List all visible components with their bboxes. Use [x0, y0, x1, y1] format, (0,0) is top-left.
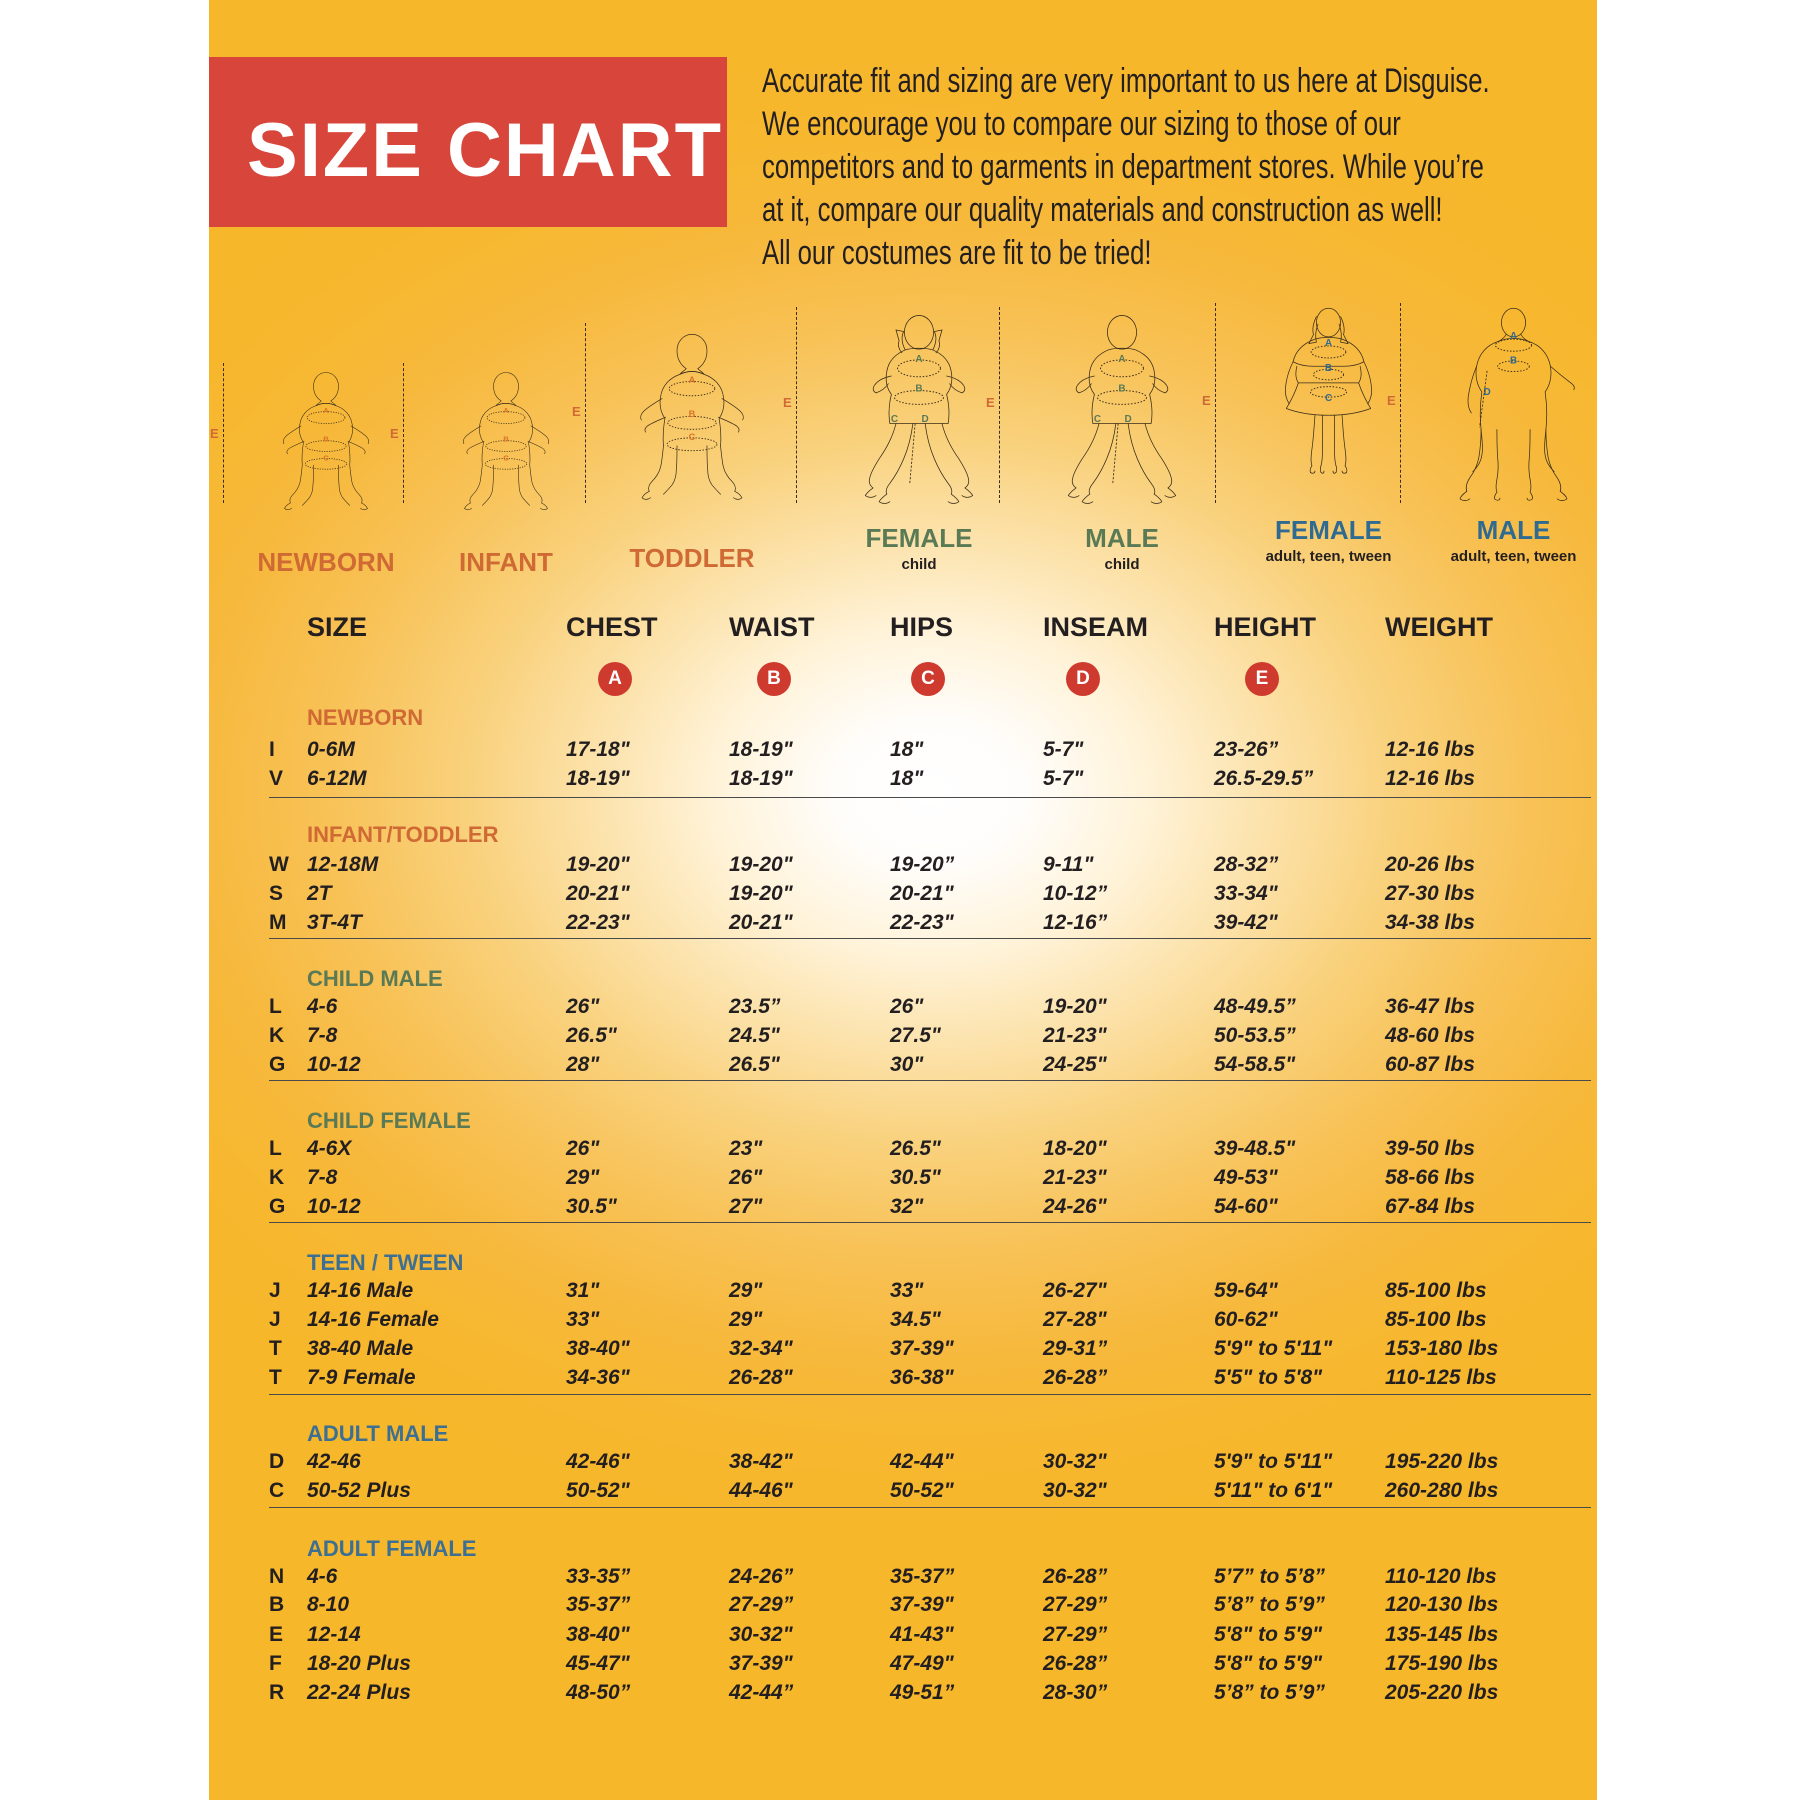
svg-text:C: C [503, 453, 509, 462]
svg-text:A: A [1325, 338, 1332, 349]
svg-text:B: B [1510, 355, 1517, 366]
svg-text:A: A [689, 375, 696, 385]
svg-text:B: B [689, 409, 696, 419]
svg-text:B: B [915, 383, 922, 394]
svg-text:D: D [1125, 414, 1132, 425]
svg-text:C: C [1094, 414, 1101, 425]
svg-text:A: A [1510, 331, 1517, 342]
svg-text:B: B [1325, 363, 1332, 374]
svg-text:C: C [891, 414, 898, 425]
svg-text:C: C [689, 432, 696, 442]
svg-text:C: C [1325, 393, 1332, 404]
svg-text:B: B [323, 434, 329, 443]
svg-text:B: B [503, 434, 509, 443]
svg-text:A: A [915, 354, 922, 365]
svg-text:D: D [922, 414, 929, 425]
svg-text:C: C [323, 453, 329, 462]
svg-text:D: D [1484, 387, 1491, 398]
svg-text:A: A [323, 406, 329, 415]
svg-text:A: A [503, 406, 509, 415]
svg-text:A: A [1118, 354, 1125, 365]
svg-text:B: B [1118, 383, 1125, 394]
